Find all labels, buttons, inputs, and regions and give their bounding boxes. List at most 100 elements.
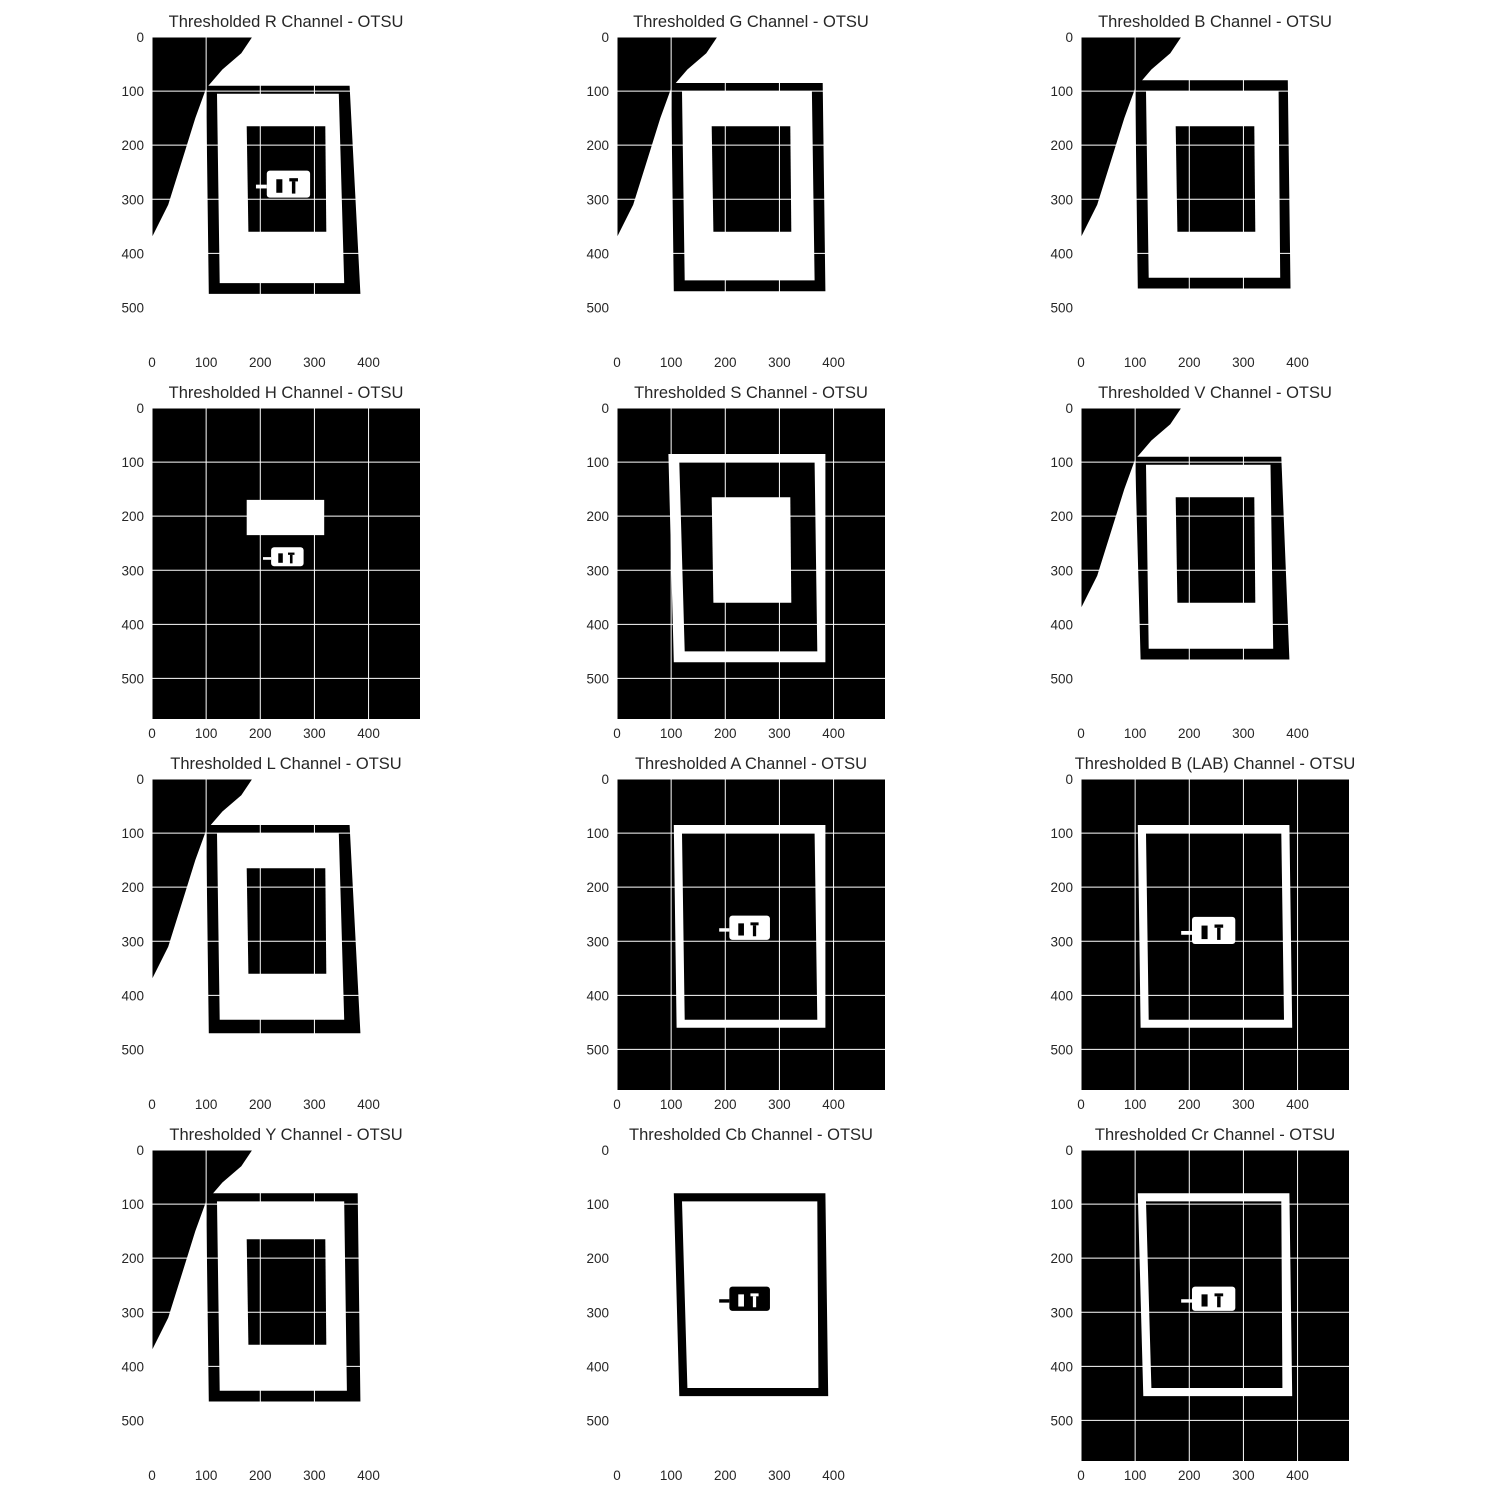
panel-12: Thresholded Cr Channel - OTSU 0 100 200 300 4… <box>1050 1126 1349 1483</box>
y-tick-label: 100 <box>1050 1197 1073 1212</box>
grid <box>1080 1149 1349 1461</box>
y-tick-label: 500 <box>1050 671 1073 686</box>
panel-title: Thresholded Cb Channel - OTSU <box>629 1126 873 1144</box>
y-tick-label: 300 <box>1050 934 1073 949</box>
y-tick-label: 300 <box>121 192 144 207</box>
y-tick-label: 200 <box>1050 880 1073 895</box>
y-tick-label: 500 <box>586 1042 609 1057</box>
y-tick-label: 500 <box>1050 1413 1073 1428</box>
x-tick-label: 100 <box>660 355 683 370</box>
threshold-image <box>152 1150 420 1461</box>
y-tick-label: 300 <box>121 1305 144 1320</box>
y-tick-label: 100 <box>586 1197 609 1212</box>
x-tick-label: 100 <box>660 1468 683 1483</box>
x-tick-label: 300 <box>303 1097 326 1112</box>
region-corner-wedge <box>617 37 718 238</box>
panel-1: Thresholded R Channel - OTSU 0 100 200 300 40… <box>121 13 420 370</box>
grid <box>1080 36 1349 348</box>
region-blob <box>262 547 304 567</box>
y-tick-label: 200 <box>121 509 144 524</box>
y-tick-label: 200 <box>1050 138 1073 153</box>
x-tick-label: 200 <box>249 726 272 741</box>
region-frame <box>1135 456 1290 660</box>
x-tick-label: 400 <box>822 355 845 370</box>
x-tick-label: 0 <box>613 726 621 741</box>
x-tick-label: 400 <box>822 1097 845 1112</box>
x-tick-label: 100 <box>195 1468 218 1483</box>
threshold-image <box>617 37 885 348</box>
x-tick-label: 100 <box>1124 355 1147 370</box>
panel-3: Thresholded B Channel - OTSU 0 100 200 300 40… <box>1050 13 1349 370</box>
y-tick-label: 500 <box>586 671 609 686</box>
threshold-image <box>1081 408 1349 719</box>
grid <box>151 1149 420 1461</box>
y-tick-label: 400 <box>1050 988 1073 1003</box>
y-tick-label: 400 <box>121 1359 144 1374</box>
x-tick-label: 300 <box>1232 1468 1255 1483</box>
y-tick-label: 400 <box>1050 617 1073 632</box>
panel-7: Thresholded L Channel - OTSU 0 100 200 300 40… <box>121 755 420 1112</box>
region-rect <box>246 499 325 536</box>
y-tick-label: 100 <box>121 84 144 99</box>
panel-8: Thresholded A Channel - OTSU 0 100 200 300 40… <box>586 755 885 1112</box>
x-tick-label: 400 <box>1286 1097 1309 1112</box>
x-tick-label: 0 <box>1077 1468 1085 1483</box>
x-tick-label: 0 <box>1077 355 1085 370</box>
panel-title: Thresholded B Channel - OTSU <box>1098 13 1332 31</box>
y-tick-label: 100 <box>121 455 144 470</box>
region-rect <box>1175 126 1256 232</box>
grid <box>151 36 420 348</box>
x-tick-label: 100 <box>660 726 683 741</box>
panel-title: Thresholded L Channel - OTSU <box>170 755 401 773</box>
y-tick-label: 400 <box>121 246 144 261</box>
panel-title: Thresholded Cr Channel - OTSU <box>1095 1126 1335 1144</box>
panel-title: Thresholded G Channel - OTSU <box>633 13 869 31</box>
y-tick-label: 200 <box>121 880 144 895</box>
y-tick-label: 300 <box>1050 1305 1073 1320</box>
x-tick-label: 300 <box>303 1468 326 1483</box>
x-tick-label: 0 <box>148 355 156 370</box>
x-tick-label: 200 <box>714 1468 737 1483</box>
x-tick-label: 300 <box>1232 1097 1255 1112</box>
y-tick-label: 500 <box>1050 1042 1073 1057</box>
threshold-image <box>617 1150 885 1461</box>
threshold-image <box>1081 1150 1349 1461</box>
grid <box>151 778 420 1090</box>
region-frame <box>206 825 361 1034</box>
y-tick-label: 0 <box>1065 1143 1073 1158</box>
x-tick-label: 400 <box>822 1468 845 1483</box>
y-tick-label: 0 <box>1065 401 1073 416</box>
x-tick-label: 400 <box>1286 1468 1309 1483</box>
region-frame <box>668 454 826 663</box>
panel-4: Thresholded H Channel - OTSU 0 100 200 300 40… <box>121 384 420 741</box>
grid <box>151 407 420 719</box>
x-tick-label: 0 <box>1077 1097 1085 1112</box>
y-tick-label: 400 <box>121 617 144 632</box>
x-tick-label: 300 <box>768 726 791 741</box>
y-tick-label: 300 <box>586 192 609 207</box>
x-tick-label: 100 <box>195 1097 218 1112</box>
x-tick-label: 100 <box>1124 1097 1147 1112</box>
y-tick-label: 100 <box>121 826 144 841</box>
y-tick-label: 0 <box>601 1143 609 1158</box>
y-tick-label: 400 <box>586 617 609 632</box>
y-tick-label: 300 <box>121 563 144 578</box>
y-tick-label: 100 <box>586 455 609 470</box>
x-tick-label: 400 <box>822 726 845 741</box>
y-tick-label: 100 <box>586 826 609 841</box>
threshold-image <box>1081 37 1349 348</box>
x-tick-label: 300 <box>303 726 326 741</box>
region-rect <box>711 497 792 603</box>
x-tick-label: 300 <box>768 1468 791 1483</box>
y-tick-label: 400 <box>586 246 609 261</box>
region-corner-wedge <box>152 37 253 238</box>
region-blob <box>719 1286 770 1311</box>
threshold-image <box>1081 779 1349 1090</box>
y-tick-label: 100 <box>121 1197 144 1212</box>
y-tick-label: 500 <box>586 300 609 315</box>
y-tick-label: 400 <box>586 1359 609 1374</box>
y-tick-label: 100 <box>1050 455 1073 470</box>
y-tick-label: 0 <box>136 772 144 787</box>
y-tick-label: 400 <box>586 988 609 1003</box>
